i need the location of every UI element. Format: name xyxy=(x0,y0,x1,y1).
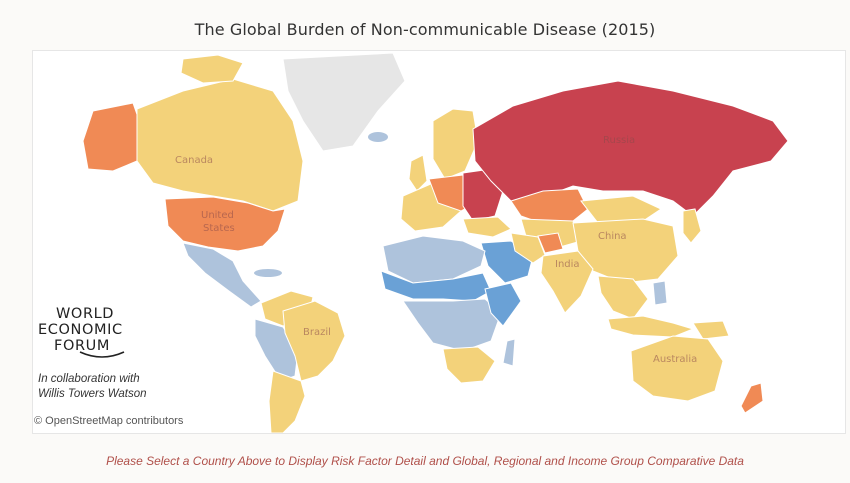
map-region-mexico[interactable] xyxy=(182,242,262,308)
map-label-russia: Russia xyxy=(603,135,635,146)
logo-line-economic: ECONOMIC xyxy=(38,322,123,338)
map-label-united-states-2: States xyxy=(203,223,235,234)
wef-swoosh-icon xyxy=(79,351,125,358)
map-region-canada-islands[interactable] xyxy=(180,54,244,84)
map-region-united-states[interactable] xyxy=(164,196,286,252)
map-region-afghanistan[interactable] xyxy=(537,232,564,254)
map-region-iran[interactable] xyxy=(510,232,546,264)
dashboard-title: The Global Burden of Non-communicable Di… xyxy=(194,20,656,39)
map-attribution[interactable]: © OpenStreetMap contributors xyxy=(34,415,184,427)
map-region-new-zealand[interactable] xyxy=(740,382,764,414)
map-label-china: China xyxy=(598,231,627,242)
map-region-scandinavia[interactable] xyxy=(432,108,479,180)
map-region-kazakhstan[interactable] xyxy=(510,188,589,224)
map-region-iceland[interactable] xyxy=(368,132,388,142)
collaboration-note: In collaboration with Willis Towers Wats… xyxy=(38,372,198,402)
map-region-uk[interactable] xyxy=(408,154,428,192)
logo-line-forum: FORUM xyxy=(54,338,110,354)
map-region-mongolia[interactable] xyxy=(580,195,663,224)
collaboration-line-1: In collaboration with xyxy=(38,373,140,385)
wef-logo: WORLD ECONOMIC FORUM xyxy=(38,306,148,358)
map-region-east-africa[interactable] xyxy=(484,282,522,327)
map-region-papua-new-guinea[interactable] xyxy=(692,320,730,340)
map-region-madagascar[interactable] xyxy=(502,338,516,367)
map-region-central-africa[interactable] xyxy=(402,298,502,352)
map-region-argentina-chile[interactable] xyxy=(268,370,306,433)
map-region-southern-africa[interactable] xyxy=(442,346,496,384)
map-label-united-states-1: United xyxy=(201,210,234,221)
map-region-philippines[interactable] xyxy=(652,280,668,306)
map-region-brazil[interactable] xyxy=(282,300,346,382)
map-region-north-africa[interactable] xyxy=(382,235,486,284)
map-region-australia[interactable] xyxy=(630,335,724,402)
map-region-sahel[interactable] xyxy=(380,270,492,302)
map-label-india: India xyxy=(555,259,580,270)
logo-line-world: WORLD xyxy=(56,306,115,322)
instruction-footnote: Please Select a Country Above to Display… xyxy=(106,454,744,468)
map-label-canada: Canada xyxy=(175,155,213,166)
map-region-southeast-asia[interactable] xyxy=(597,275,649,320)
map-region-india[interactable] xyxy=(540,250,594,314)
map-region-alaska[interactable] xyxy=(82,102,142,172)
map-region-turkey[interactable] xyxy=(462,216,512,238)
map-region-japan[interactable] xyxy=(682,208,702,244)
map-label-australia: Australia xyxy=(653,354,697,365)
map-region-greenland[interactable] xyxy=(282,52,406,152)
map-region-canada[interactable] xyxy=(136,78,304,212)
map-label-brazil: Brazil xyxy=(303,327,331,338)
map-region-caribbean[interactable] xyxy=(254,269,282,277)
collaboration-line-2: Willis Towers Watson xyxy=(38,388,147,400)
world-map-panel[interactable]: Canada United States Russia China India … xyxy=(32,50,846,434)
map-region-indonesia[interactable] xyxy=(607,315,695,338)
world-choropleth-map[interactable]: Canada United States Russia China India … xyxy=(33,51,845,433)
